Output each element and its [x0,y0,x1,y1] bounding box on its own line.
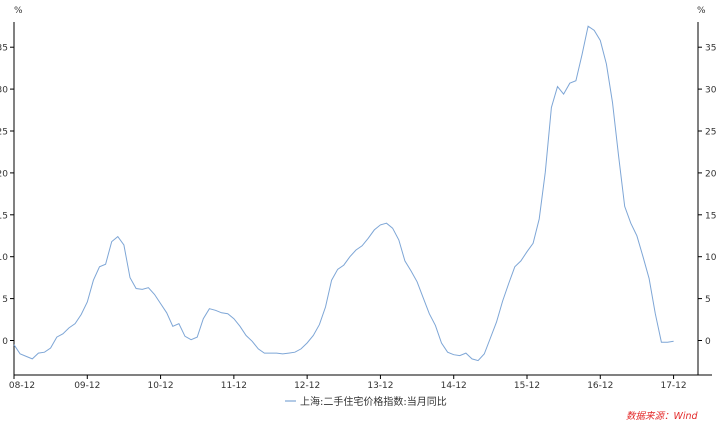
left-tick-label: 5 [2,295,8,305]
x-tick-label: 11-12 [221,381,247,391]
x-tick-label: 09-12 [74,381,100,391]
legend-label: 上海:二手住宅价格指数:当月同比 [300,395,447,408]
legend: 上海:二手住宅价格指数:当月同比 [285,395,447,408]
right-tick-label: 35 [705,44,716,54]
left-tick-label: 10 [0,253,8,263]
left-axis-unit: % [14,6,23,16]
right-tick-label: 5 [705,295,711,305]
series-line [13,25,674,362]
x-tick-label: 17-12 [660,381,686,391]
right-tick-label: 30 [705,86,717,96]
x-tick-label: 14-12 [441,381,467,391]
left-tick-label: 25 [0,128,8,138]
x-tick-label: 10-12 [147,381,173,391]
x-tick-label: 08-12 [9,381,35,391]
right-tick-label: 15 [705,211,716,221]
right-axis-unit: % [697,6,706,16]
right-tick-label: 25 [705,128,716,138]
right-tick-label: 0 [705,337,711,347]
left-axis: % 0 5 10 15 20 25 30 35 [0,6,23,375]
left-tick-label: 30 [0,86,8,96]
left-tick-label: 15 [0,211,8,221]
right-tick-label: 20 [705,169,717,179]
data-source-label: 数据来源：Wind [626,411,699,421]
left-tick-label: 0 [2,337,8,347]
left-tick-label: 20 [0,169,8,179]
right-axis: % 0 5 10 15 20 25 30 35 [697,6,717,375]
left-tick-label: 35 [0,44,8,54]
x-tick-label: 16-12 [587,381,613,391]
x-tick-label: 13-12 [367,381,393,391]
x-tick-label: 15-12 [514,381,540,391]
x-axis: 08-12 09-12 10-12 11-12 12-12 13-12 14-12 15-12… [9,374,712,391]
right-tick-label: 10 [705,253,717,263]
x-tick-label: 12-12 [294,381,320,391]
